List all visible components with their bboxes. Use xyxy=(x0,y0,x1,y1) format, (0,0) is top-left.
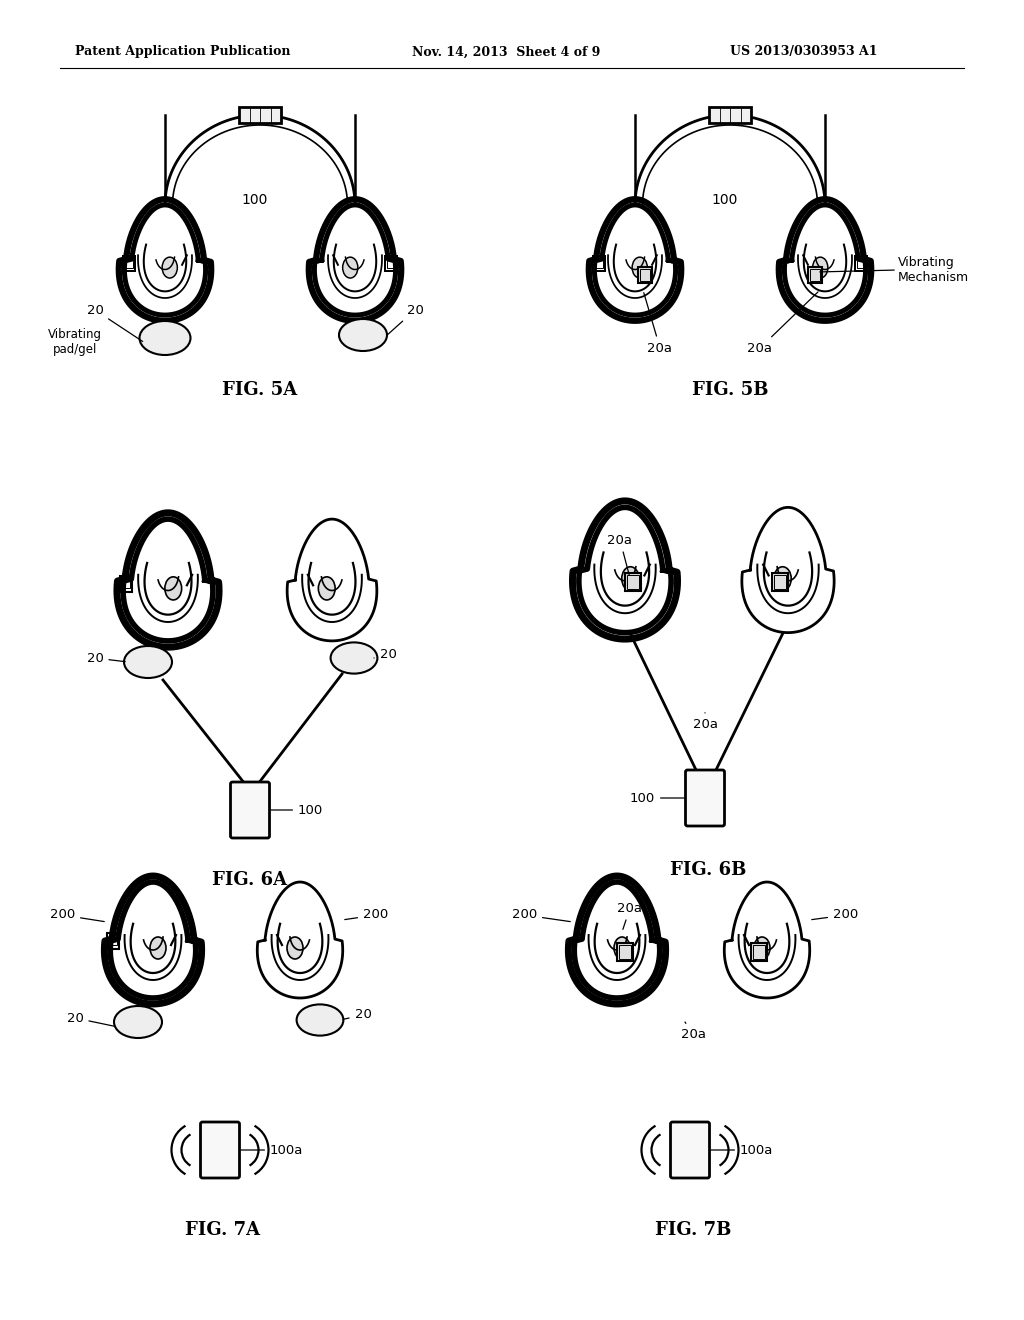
Bar xyxy=(754,945,765,958)
Ellipse shape xyxy=(318,577,335,601)
Text: 20: 20 xyxy=(343,1008,372,1022)
Text: 20: 20 xyxy=(87,304,142,342)
Ellipse shape xyxy=(165,577,181,601)
Ellipse shape xyxy=(331,643,378,673)
Bar xyxy=(106,933,119,949)
Bar xyxy=(638,267,652,282)
Text: 200: 200 xyxy=(512,908,570,921)
Text: 100a: 100a xyxy=(711,1143,773,1156)
Bar xyxy=(857,260,865,268)
Ellipse shape xyxy=(614,937,630,960)
Ellipse shape xyxy=(813,257,827,279)
Bar xyxy=(709,107,751,123)
Text: 200: 200 xyxy=(812,908,858,921)
Ellipse shape xyxy=(150,937,166,960)
Bar xyxy=(125,260,133,268)
Bar xyxy=(120,576,132,591)
Ellipse shape xyxy=(343,257,357,279)
Text: US 2013/0303953 A1: US 2013/0303953 A1 xyxy=(730,45,878,58)
Text: 20a: 20a xyxy=(692,713,718,731)
Text: 20a: 20a xyxy=(748,292,818,355)
Bar xyxy=(810,269,820,281)
Bar xyxy=(628,576,639,589)
Text: 100: 100 xyxy=(712,193,738,207)
Text: Vibrating
Mechanism: Vibrating Mechanism xyxy=(898,256,969,284)
Bar xyxy=(808,267,822,282)
Bar xyxy=(385,256,397,272)
Text: 20a: 20a xyxy=(617,902,642,929)
Ellipse shape xyxy=(622,566,639,590)
Bar xyxy=(593,256,604,272)
Text: 100: 100 xyxy=(630,792,684,804)
FancyBboxPatch shape xyxy=(230,781,269,838)
Text: FIG. 5A: FIG. 5A xyxy=(222,381,298,399)
Text: 20a: 20a xyxy=(644,293,673,355)
Bar xyxy=(617,944,633,961)
Bar xyxy=(640,269,650,281)
Text: 100a: 100a xyxy=(241,1143,303,1156)
Text: Patent Application Publication: Patent Application Publication xyxy=(75,45,291,58)
Bar xyxy=(387,260,395,268)
Text: 20a: 20a xyxy=(607,533,633,576)
Ellipse shape xyxy=(339,319,387,351)
Bar xyxy=(122,579,130,587)
Bar xyxy=(752,944,767,961)
Bar xyxy=(772,573,787,590)
Ellipse shape xyxy=(754,937,770,960)
Text: 200: 200 xyxy=(50,908,104,921)
Text: 200: 200 xyxy=(345,908,388,921)
Text: FIG. 7A: FIG. 7A xyxy=(185,1221,260,1239)
Bar xyxy=(239,107,281,123)
Text: FIG. 5B: FIG. 5B xyxy=(692,381,768,399)
Bar xyxy=(595,260,603,268)
Ellipse shape xyxy=(632,257,647,279)
Text: 20: 20 xyxy=(387,304,424,335)
FancyBboxPatch shape xyxy=(201,1122,240,1177)
Bar xyxy=(774,576,785,589)
Text: 100: 100 xyxy=(270,804,324,817)
Ellipse shape xyxy=(297,1005,343,1036)
Bar xyxy=(109,937,117,945)
FancyBboxPatch shape xyxy=(685,770,725,826)
Text: FIG. 6A: FIG. 6A xyxy=(212,871,288,888)
Ellipse shape xyxy=(287,937,303,960)
Text: 20: 20 xyxy=(87,652,125,664)
Ellipse shape xyxy=(774,566,792,590)
Text: 100: 100 xyxy=(242,193,268,207)
Bar xyxy=(620,945,631,958)
Text: FIG. 7B: FIG. 7B xyxy=(654,1221,731,1239)
Ellipse shape xyxy=(139,321,190,355)
FancyBboxPatch shape xyxy=(671,1122,710,1177)
Text: Vibrating
pad/gel: Vibrating pad/gel xyxy=(48,327,102,356)
Text: 20: 20 xyxy=(67,1011,116,1027)
Ellipse shape xyxy=(124,645,172,678)
Text: FIG. 6B: FIG. 6B xyxy=(670,861,746,879)
Ellipse shape xyxy=(114,1006,162,1038)
Ellipse shape xyxy=(162,257,177,279)
Bar xyxy=(855,256,866,272)
Bar xyxy=(123,256,134,272)
Text: Nov. 14, 2013  Sheet 4 of 9: Nov. 14, 2013 Sheet 4 of 9 xyxy=(412,45,600,58)
Text: 20a: 20a xyxy=(681,1022,706,1041)
Text: 20: 20 xyxy=(374,648,396,661)
Bar xyxy=(626,573,641,590)
